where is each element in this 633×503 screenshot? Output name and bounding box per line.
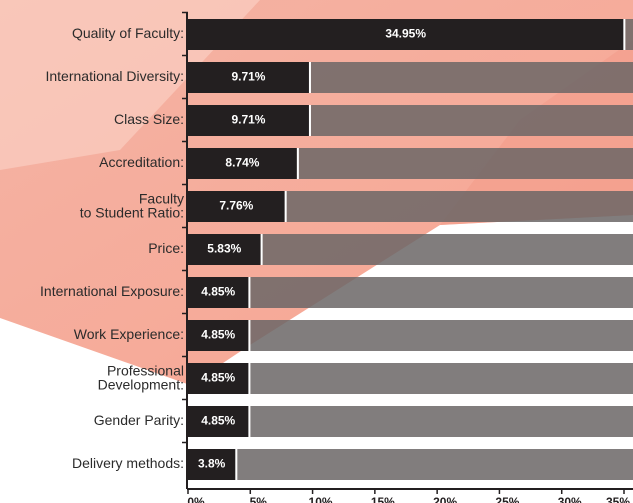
category-label: Accreditation:: [99, 154, 184, 170]
chart: 34.95% Quality of Faculty: 9.71% Internatio…: [0, 0, 633, 503]
value-label: 4.85%: [201, 328, 235, 342]
x-tick-label: 15%: [371, 495, 395, 503]
value-label: 3.8%: [198, 457, 226, 471]
bar-track: [188, 449, 633, 480]
x-tick-label: 35%: [606, 495, 630, 503]
x-tick-label: 10%: [309, 495, 333, 503]
x-tick-label: 20%: [433, 495, 457, 503]
x-tick-label: 25%: [495, 495, 519, 503]
x-tick-label: 30%: [558, 495, 582, 503]
value-label: 7.76%: [219, 199, 253, 213]
bar-track: [188, 363, 633, 394]
x-tick-label: 0%: [187, 495, 205, 503]
value-label: 5.83%: [207, 242, 241, 256]
value-label: 9.71%: [231, 70, 265, 84]
category-label: Work Experience:: [74, 326, 184, 342]
value-label: 4.85%: [201, 285, 235, 299]
bar-track: [188, 277, 633, 308]
category-label: Price:: [148, 240, 184, 256]
category-label: International Diversity:: [45, 68, 184, 84]
category-label: Delivery methods:: [72, 455, 184, 471]
category-label: Quality of Faculty:: [72, 25, 184, 41]
category-label: International Exposure:: [40, 283, 184, 299]
category-label: Gender Parity:: [94, 412, 184, 428]
bar-track: [188, 406, 633, 437]
value-label: 34.95%: [385, 27, 426, 41]
page: {"chart_data": {"type": "bar", "orientat…: [0, 0, 633, 503]
x-tick-label: 5%: [250, 495, 268, 503]
bar-track: [188, 320, 633, 351]
category-label: Class Size:: [114, 111, 184, 127]
value-label: 9.71%: [231, 113, 265, 127]
value-label: 4.85%: [201, 414, 235, 428]
value-label: 4.85%: [201, 371, 235, 385]
value-label: 8.74%: [225, 156, 259, 170]
